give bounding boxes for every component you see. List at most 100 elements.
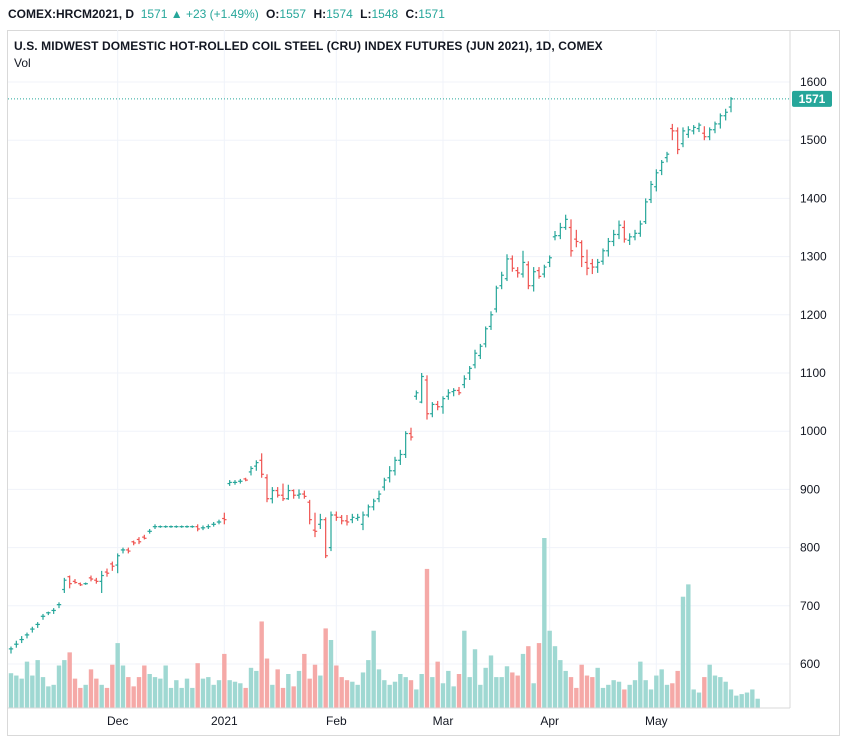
volume-bar (312, 664, 318, 708)
volume-bar (542, 538, 547, 708)
ohlc-bar (568, 219, 574, 257)
volume-bar (648, 689, 654, 708)
volume-bar (563, 670, 568, 708)
ohlc-bar (339, 515, 344, 525)
volume-bar (504, 666, 510, 708)
ohlc-bar (419, 373, 424, 404)
price-change: +23 (+1.49%) (185, 7, 259, 21)
volume-bar (40, 677, 46, 708)
volume-bar (520, 653, 526, 708)
ohlc-bar (94, 577, 99, 584)
volume-bar (120, 665, 126, 708)
volume-bar (206, 677, 211, 708)
volume-bar (408, 680, 414, 708)
volume-bar (446, 670, 451, 708)
y-tick-label: 900 (800, 482, 820, 496)
ohlc-bar (488, 311, 494, 330)
ohlc-bar (579, 240, 584, 268)
ohlc-bar (355, 513, 360, 521)
ohlc-bar (318, 513, 323, 529)
ohlc-bar (184, 525, 190, 528)
ohlc-bar (478, 343, 483, 360)
volume-bar (659, 669, 664, 708)
volume-bar (734, 695, 739, 708)
volume-bar (371, 630, 376, 708)
ohlc-bar (686, 126, 691, 138)
ohlc-bar (515, 267, 520, 278)
ohlc-bar (270, 487, 275, 504)
y-tick-label: 1400 (800, 191, 827, 205)
volume-bar (30, 675, 35, 708)
volume-bar (323, 628, 328, 708)
volume-bar (686, 584, 691, 708)
low-value: 1548 (371, 7, 399, 21)
volume-bar (558, 660, 563, 708)
ohlc-bar (526, 261, 531, 290)
volume-bar (750, 689, 755, 708)
ohlc-bar (606, 237, 611, 257)
ohlc-bar (430, 402, 435, 418)
ohlc-bar (435, 400, 440, 411)
volume-bar (104, 687, 110, 708)
symbol-label[interactable]: COMEX:HRCM2021, D (8, 7, 135, 21)
close-label: C: (405, 7, 419, 21)
volume-bar (115, 643, 120, 708)
volume-bar (675, 670, 680, 708)
ohlc-bar (366, 504, 371, 518)
last-price: 1571 (140, 7, 168, 21)
volume-bar (78, 687, 83, 708)
volume-bar (627, 684, 632, 708)
ohlc-bar (648, 180, 654, 204)
ohlc-bar (259, 453, 264, 478)
ohlc-bar (643, 198, 648, 225)
ohlc-bar (552, 230, 558, 241)
ohlc-bar (696, 122, 702, 133)
y-tick-label: 1100 (800, 366, 826, 380)
ohlc-bar (275, 487, 280, 498)
ohlc-bar (296, 489, 302, 499)
ohlc-bar (8, 646, 14, 654)
volume-bar (526, 646, 531, 708)
volume-bar (344, 680, 350, 708)
volume-bar (638, 661, 643, 708)
ohlc-bar (190, 525, 195, 528)
chart-title: U.S. MIDWEST DOMESTIC HOT-ROLLED COIL ST… (14, 39, 603, 53)
volume-bar (62, 660, 67, 708)
volume-bar (707, 664, 712, 708)
volume-bar (211, 684, 216, 708)
volume-bar (270, 684, 275, 708)
ohlc-bar (227, 480, 232, 486)
ohlc-bar (483, 326, 488, 348)
volume-bar (179, 687, 184, 708)
chart-frame (7, 30, 840, 736)
volume-bar (414, 689, 419, 708)
ohlc-bar (83, 582, 88, 585)
volume-bar (462, 630, 467, 708)
close-value: 1571 (418, 7, 445, 21)
volume-bar (238, 683, 243, 708)
y-tick-label: 700 (800, 599, 820, 613)
ohlc-bar (531, 267, 536, 292)
volume-bar (355, 684, 360, 708)
ohlc-bar (451, 388, 456, 397)
ohlc-bar (627, 233, 632, 245)
ohlc-bar (238, 478, 243, 484)
ohlc-bar (659, 159, 664, 176)
ohlc-bar (254, 460, 259, 471)
volume-bar (536, 643, 542, 708)
volume-bar (680, 596, 686, 708)
ohlc-bar (142, 534, 147, 540)
ohlc-bar (376, 490, 382, 503)
volume-bar (584, 675, 590, 708)
volume-bar (152, 677, 158, 708)
ohlc-bar (158, 525, 163, 528)
volume-bar (99, 684, 104, 708)
volume-bar (579, 664, 584, 708)
volume-bar (616, 681, 622, 708)
volume-bar (590, 677, 595, 708)
ohlc-bars (8, 97, 734, 654)
volume-bar (728, 689, 734, 708)
volume-bar (296, 670, 302, 708)
volume-bar (360, 672, 366, 708)
